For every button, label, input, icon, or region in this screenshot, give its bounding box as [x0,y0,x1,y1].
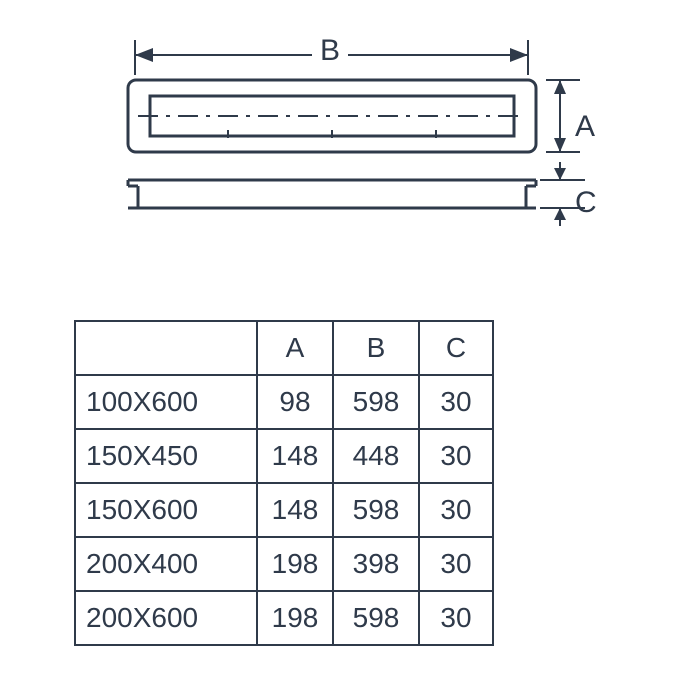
table-row: 200X40019839830 [75,537,493,591]
table-cell: 30 [419,429,493,483]
table-cell: 598 [333,591,419,645]
table-cell: 148 [257,429,333,483]
table-cell: 150X450 [75,429,257,483]
table-header [75,321,257,375]
table-header: B [333,321,419,375]
table-row: 150X60014859830 [75,483,493,537]
table-cell: 30 [419,537,493,591]
table-cell: 30 [419,591,493,645]
table-cell: 148 [257,483,333,537]
table-cell: 598 [333,483,419,537]
table-cell: 200X400 [75,537,257,591]
svg-text:C: C [575,186,597,219]
table-cell: 200X600 [75,591,257,645]
dimensions-table: ABC100X6009859830150X45014844830150X6001… [74,320,494,646]
table-cell: 398 [333,537,419,591]
figure-root: BAC ABC100X6009859830150X45014844830150X… [0,0,700,700]
table-header: A [257,321,333,375]
table-cell: 150X600 [75,483,257,537]
table-cell: 448 [333,429,419,483]
table-cell: 98 [257,375,333,429]
table-cell: 198 [257,591,333,645]
table-row: 200X60019859830 [75,591,493,645]
technical-drawing: B A C [0,0,700,300]
table-cell: 30 [419,375,493,429]
table-cell: 100X600 [75,375,257,429]
table-cell: 30 [419,483,493,537]
table-row: 150X45014844830 [75,429,493,483]
svg-text:A: A [575,110,595,143]
table-cell: 198 [257,537,333,591]
table-header: C [419,321,493,375]
table-cell: 598 [333,375,419,429]
table-row: 100X6009859830 [75,375,493,429]
svg-text:B: B [320,34,340,67]
